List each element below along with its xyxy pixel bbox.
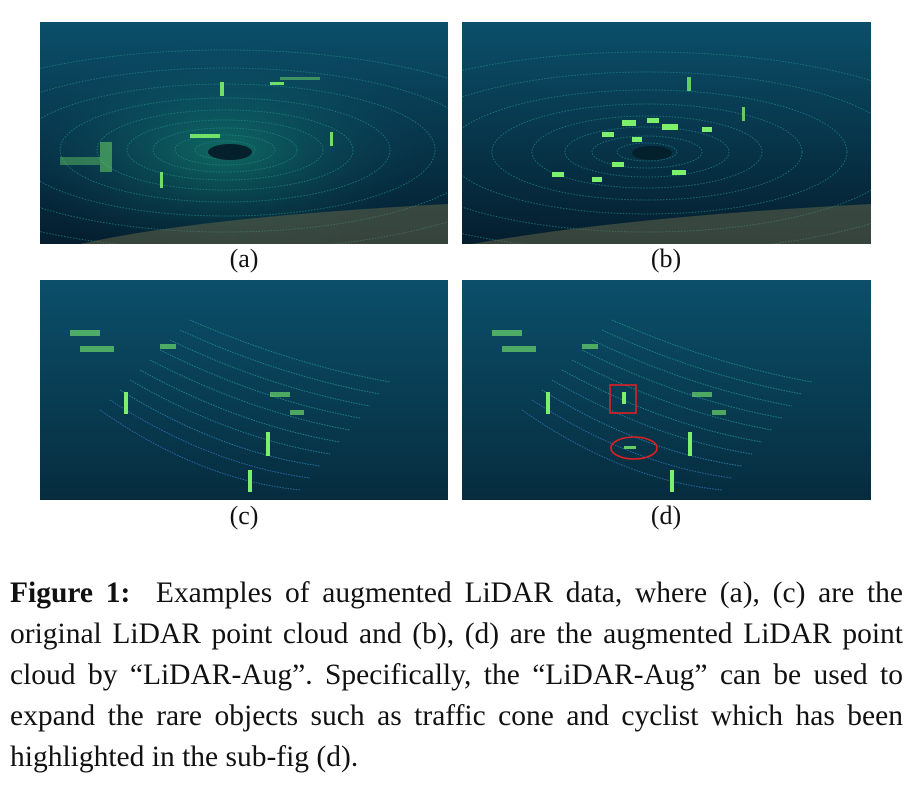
point-cloud-d <box>462 280 871 500</box>
point-cloud-c <box>40 280 448 500</box>
cyclist-highlight-ellipse <box>610 436 658 460</box>
caption-text: Examples of augmented LiDAR data, where … <box>10 577 903 773</box>
panel-a-image <box>40 22 448 244</box>
panel-d-image <box>462 280 871 500</box>
panel-b-image <box>462 22 871 244</box>
panel-d-label: (d) <box>650 501 682 530</box>
panel-b-label: (b) <box>650 244 682 273</box>
traffic-cone-highlight-box <box>609 384 637 414</box>
caption-prefix: Figure 1: <box>10 577 131 609</box>
panel-c-label: (c) <box>229 501 259 530</box>
point-cloud-a <box>40 22 448 244</box>
figure-caption: Figure 1: Examples of augmented LiDAR da… <box>10 573 903 778</box>
point-cloud-b <box>462 22 871 244</box>
panel-c-image <box>40 280 448 500</box>
panel-a-label: (a) <box>229 244 259 273</box>
